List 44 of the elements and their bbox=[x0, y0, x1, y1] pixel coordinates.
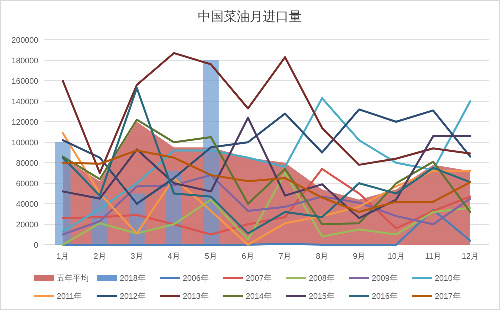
x-tick-label: 12月 bbox=[462, 252, 479, 261]
y-tick-label: 180000 bbox=[12, 56, 40, 66]
y-tick-label: 20000 bbox=[16, 220, 40, 230]
legend-label: 五年平均 bbox=[57, 274, 89, 283]
x-tick-label: 5月 bbox=[204, 252, 218, 261]
legend-label: 2010年 bbox=[435, 274, 461, 283]
legend-label: 2014年 bbox=[246, 292, 272, 301]
legend-label: 2012年 bbox=[120, 292, 146, 301]
x-tick-label: 3月 bbox=[130, 252, 144, 261]
x-tick-label: 4月 bbox=[168, 252, 180, 261]
legend-label: 2016年 bbox=[372, 292, 398, 301]
y-tick-label: 0 bbox=[34, 241, 40, 250]
legend-label: 2008年 bbox=[309, 274, 335, 283]
line-series bbox=[62, 209, 472, 246]
legend-label: 2009年 bbox=[372, 274, 398, 283]
y-tick-label: 120000 bbox=[12, 118, 40, 127]
line-series bbox=[62, 150, 472, 214]
legend-label: 2015年 bbox=[309, 292, 335, 301]
chart-title: 中国菜油月进口量 bbox=[198, 9, 302, 24]
legend-label: 2013年 bbox=[183, 292, 209, 301]
line-series bbox=[62, 108, 472, 205]
legend-label: 2017年 bbox=[435, 292, 461, 301]
x-tick-label: 1月 bbox=[56, 252, 70, 261]
y-tick-label: 100000 bbox=[12, 138, 40, 148]
x-tick-label: 7月 bbox=[279, 252, 292, 261]
line-series bbox=[62, 52, 472, 174]
legend-label: 2006年 bbox=[183, 274, 209, 283]
x-tick-label: 6月 bbox=[242, 252, 254, 261]
legend-label: 2018年 bbox=[120, 274, 146, 283]
legend-label: 2011年 bbox=[57, 292, 82, 301]
y-tick-label: 40000 bbox=[16, 200, 40, 209]
x-tick-label: 9月 bbox=[353, 252, 366, 261]
x-tick-label: 2月 bbox=[94, 252, 106, 261]
y-tick-label: 80000 bbox=[16, 159, 40, 168]
legend-label: 2007年 bbox=[246, 274, 272, 283]
y-tick-label: 60000 bbox=[16, 180, 40, 188]
y-tick-label: 140000 bbox=[12, 98, 40, 106]
y-tick-label: 200000 bbox=[12, 36, 40, 45]
line-series bbox=[62, 172, 472, 246]
bar bbox=[55, 142, 71, 245]
x-tick-label: 10月 bbox=[388, 252, 405, 261]
x-tick-label: 11月 bbox=[425, 252, 442, 261]
y-tick-label: 160000 bbox=[12, 77, 40, 86]
x-tick-label: 8月 bbox=[316, 252, 329, 261]
